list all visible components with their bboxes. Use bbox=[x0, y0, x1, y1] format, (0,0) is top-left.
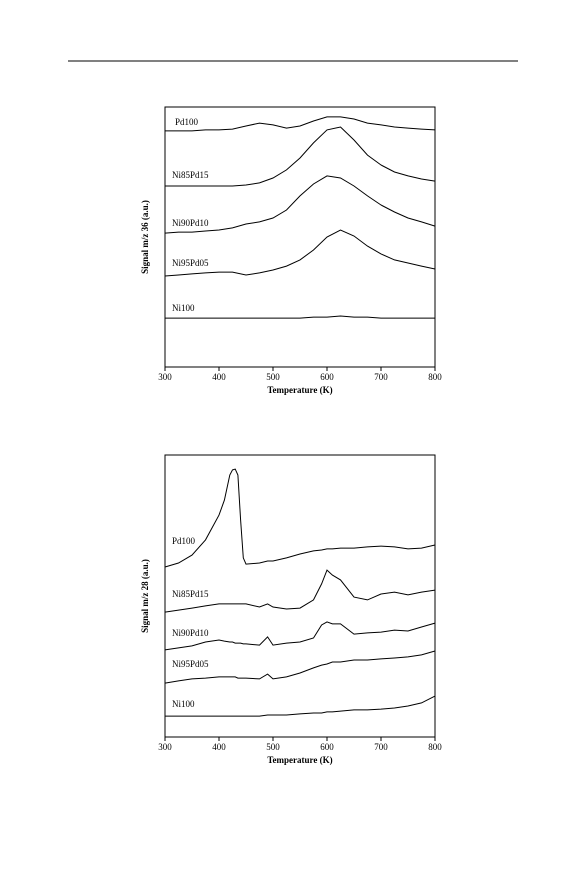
x-tick-label: 500 bbox=[266, 742, 280, 752]
series-line bbox=[164, 468, 436, 568]
series-label: Ni90Pd10 bbox=[172, 628, 209, 638]
x-tick-label: 700 bbox=[374, 742, 388, 752]
series-label: Ni85Pd15 bbox=[172, 589, 209, 599]
series-line bbox=[165, 116, 436, 132]
x-tick-label: 800 bbox=[428, 372, 442, 382]
series-label: Ni95Pd05 bbox=[172, 258, 209, 268]
series-label: Ni90Pd10 bbox=[172, 218, 209, 228]
series-line bbox=[164, 621, 436, 651]
y-axis-label: Signal m/z 36 (a.u.) bbox=[140, 200, 150, 274]
series-line bbox=[164, 569, 436, 613]
x-tick-label: 300 bbox=[158, 372, 172, 382]
y-axis-label: Signal m/z 28 (a.u.) bbox=[140, 559, 150, 633]
x-tick-label: 700 bbox=[374, 372, 388, 382]
series-label: Ni85Pd15 bbox=[172, 170, 209, 180]
series-label: Ni100 bbox=[172, 303, 195, 313]
series-line bbox=[165, 126, 436, 187]
plot-frame bbox=[164, 454, 436, 738]
series-line bbox=[165, 695, 436, 717]
series-line bbox=[165, 315, 435, 319]
x-tick-label: 400 bbox=[212, 742, 226, 752]
series-line bbox=[164, 650, 436, 684]
series-label: Ni100 bbox=[172, 699, 195, 709]
x-tick-label: 400 bbox=[212, 372, 226, 382]
x-axis-label: Temperature (K) bbox=[267, 755, 332, 765]
x-tick-label: 600 bbox=[320, 742, 334, 752]
x-tick-label: 600 bbox=[320, 372, 334, 382]
x-axis-label: Temperature (K) bbox=[267, 385, 332, 395]
x-tick-label: 800 bbox=[428, 742, 442, 752]
plot-frame bbox=[164, 106, 436, 368]
series-line bbox=[164, 229, 436, 277]
series-label: Pd100 bbox=[172, 536, 196, 546]
series-label: Pd100 bbox=[175, 117, 199, 127]
x-tick-label: 500 bbox=[266, 372, 280, 382]
x-tick-label: 300 bbox=[158, 742, 172, 752]
series-line bbox=[164, 175, 436, 234]
series-label: Ni95Pd05 bbox=[172, 659, 209, 669]
